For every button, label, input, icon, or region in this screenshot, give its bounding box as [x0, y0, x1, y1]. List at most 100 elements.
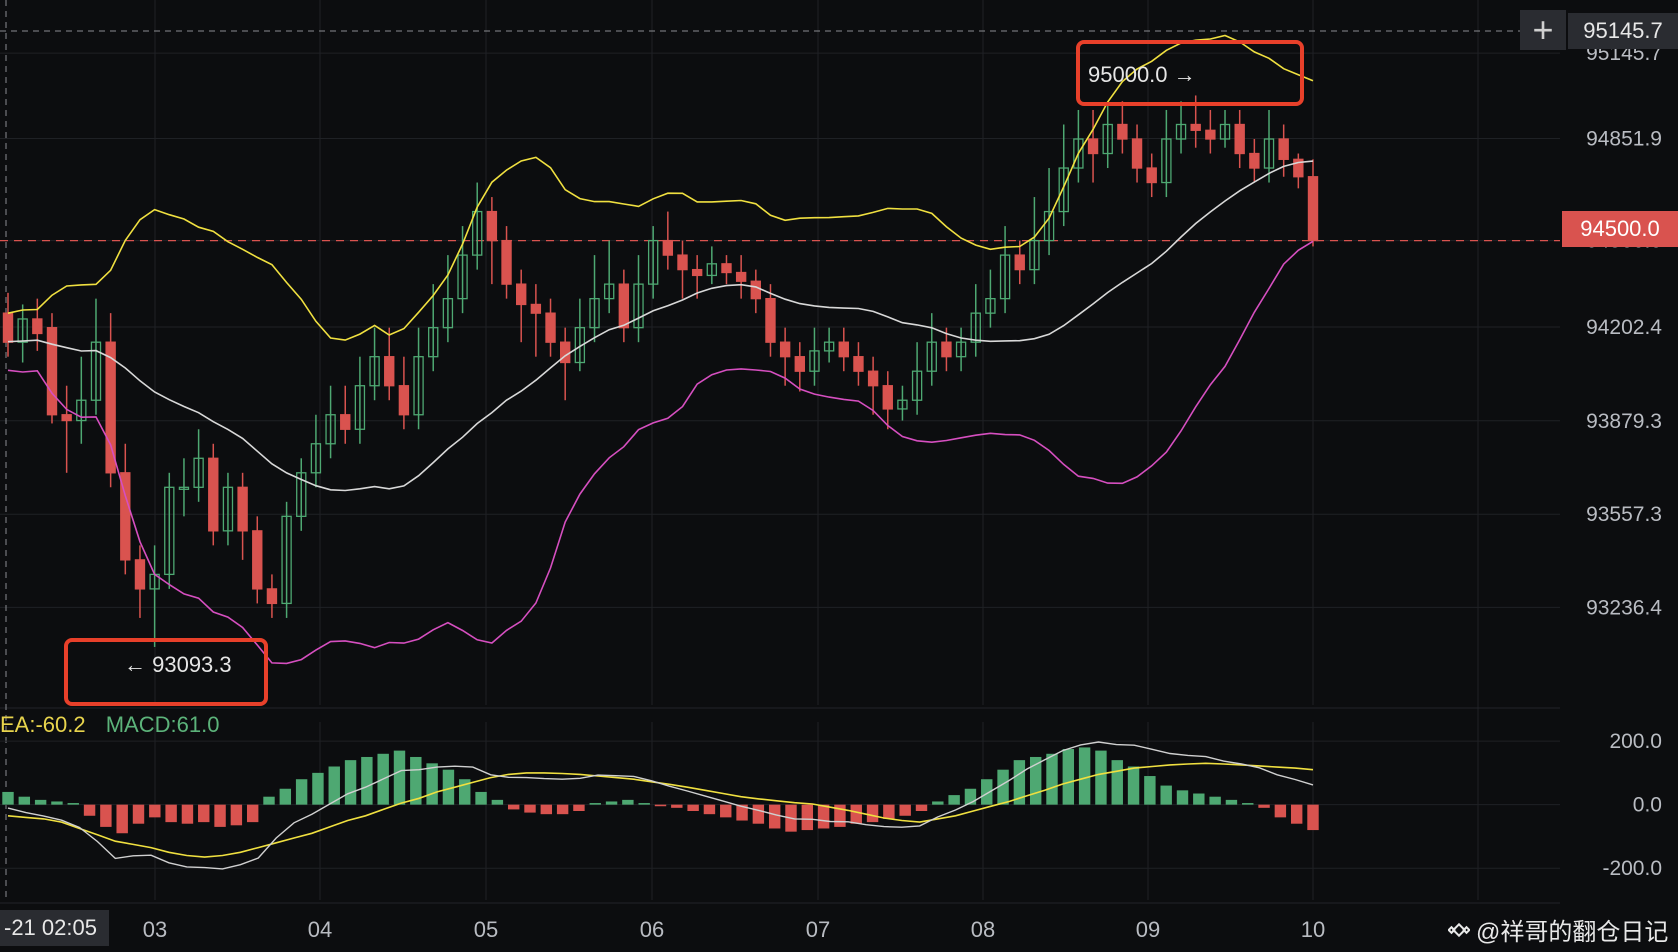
- candle-body: [354, 385, 366, 430]
- price-tick-label: 93557.3: [1586, 503, 1662, 526]
- macd-histogram-bar: [1013, 760, 1026, 805]
- macd-histogram-bar: [589, 803, 601, 805]
- macd-histogram-bar: [556, 804, 569, 815]
- candle-body: [765, 297, 776, 343]
- candle-body: [340, 414, 351, 430]
- time-tick-label: 09: [1136, 917, 1160, 942]
- candle-body: [1161, 138, 1172, 184]
- price-tick-label: 94202.4: [1586, 316, 1662, 339]
- price-tick-label: 93879.3: [1586, 410, 1662, 433]
- macd-histogram-bar: [736, 804, 748, 821]
- candle-body: [252, 530, 263, 590]
- time-tick-label: 03: [143, 917, 167, 942]
- macd-tick-label: -200.0: [1602, 857, 1662, 880]
- macd-histogram-bar: [361, 756, 373, 805]
- macd-histogram-bar: [638, 803, 650, 805]
- macd-histogram-bar: [2, 791, 14, 805]
- macd-histogram-bar: [475, 791, 487, 805]
- candle-body: [1219, 123, 1231, 140]
- macd-histogram-bar: [899, 804, 911, 816]
- macd-histogram-bar: [426, 763, 438, 805]
- candle-body: [369, 356, 380, 387]
- candle-body: [1117, 123, 1128, 140]
- macd-histogram-bar: [246, 804, 259, 823]
- time-tick-label: 10: [1301, 917, 1325, 942]
- candle-body: [1175, 123, 1187, 140]
- candle-body: [779, 341, 791, 358]
- candle-body: [1190, 123, 1201, 131]
- candle-body: [941, 341, 952, 358]
- candle-body: [237, 486, 248, 532]
- candle-body: [530, 303, 542, 314]
- crosshair-button[interactable]: +: [1520, 10, 1566, 50]
- candle-body: [750, 280, 762, 300]
- macd-histogram-bar: [1176, 790, 1189, 805]
- low-callout-box: [64, 638, 268, 706]
- macd-histogram-bar: [328, 766, 340, 805]
- candle-body: [911, 370, 923, 401]
- dif-line: [7, 741, 1314, 870]
- macd-histogram-bar: [948, 795, 960, 805]
- macd-histogram-bar: [850, 804, 862, 824]
- macd-histogram-bar: [1242, 803, 1254, 805]
- candle-body: [193, 457, 204, 488]
- macd-histogram-bar: [964, 788, 977, 805]
- macd-tick-label: 200.0: [1609, 730, 1662, 753]
- candle-body: [120, 472, 131, 561]
- candle-body: [105, 341, 116, 474]
- candle-body: [838, 341, 849, 358]
- candle-body: [1043, 210, 1055, 242]
- candle-body: [823, 341, 835, 352]
- macd-histogram-bar: [981, 779, 993, 805]
- candle-body: [516, 283, 527, 306]
- macd-histogram-bar: [1160, 785, 1172, 805]
- macd-histogram-bar: [834, 804, 846, 827]
- time-cursor-label: -21 02:05: [0, 910, 109, 946]
- time-tick-label: 04: [308, 917, 332, 942]
- candle-body: [662, 239, 674, 256]
- time-tick-label: 06: [640, 917, 664, 942]
- macd-histogram-bar: [344, 760, 357, 805]
- candle-body: [208, 457, 219, 532]
- macd-histogram-bar: [214, 804, 226, 827]
- candle-body: [1014, 254, 1025, 271]
- macd-histogram-bar: [915, 804, 928, 811]
- candle-body: [955, 341, 967, 358]
- candle-body: [735, 271, 747, 282]
- candle-body: [691, 268, 703, 277]
- watermark: @祥哥的翻仓日记: [1448, 912, 1668, 947]
- macd-histogram-bar: [18, 796, 31, 805]
- candle-body: [897, 399, 908, 410]
- bollinger-middle-line: [7, 160, 1314, 492]
- macd-histogram-bar: [866, 804, 879, 823]
- macd-histogram-bar: [230, 804, 243, 826]
- candle-body: [164, 486, 175, 576]
- macd-tick-label: 0.0: [1633, 794, 1662, 817]
- candle-body: [296, 472, 307, 517]
- candle-body: [1087, 138, 1099, 155]
- bollinger-lower-line: [7, 240, 1314, 665]
- macd-histogram-bar: [442, 769, 455, 805]
- candle-body: [1058, 167, 1069, 213]
- macd-histogram-bar: [100, 804, 112, 827]
- high-callout-box: [1076, 40, 1304, 106]
- macd-histogram-bar: [1274, 804, 1287, 818]
- candle-body: [882, 385, 893, 410]
- candle-body: [999, 254, 1011, 300]
- macd-histogram-bar: [1307, 804, 1319, 831]
- macd-histogram-bar: [622, 799, 634, 805]
- plus-icon: +: [1532, 9, 1554, 50]
- macd-histogram-bar: [279, 788, 292, 805]
- candle-body: [677, 254, 688, 271]
- macd-histogram-bar: [817, 804, 830, 829]
- candle-body: [325, 414, 336, 445]
- time-tick-label: 05: [474, 917, 498, 942]
- macd-histogram-bar: [687, 804, 699, 811]
- dea-legend: EA:-60.2: [0, 712, 86, 737]
- candle-body: [589, 297, 600, 329]
- current-price-tag: 94500.0: [1562, 211, 1678, 247]
- candle-body: [1307, 176, 1319, 242]
- macd-legend-value: MACD:61.0: [105, 712, 220, 737]
- macd-histogram-bar: [752, 804, 765, 824]
